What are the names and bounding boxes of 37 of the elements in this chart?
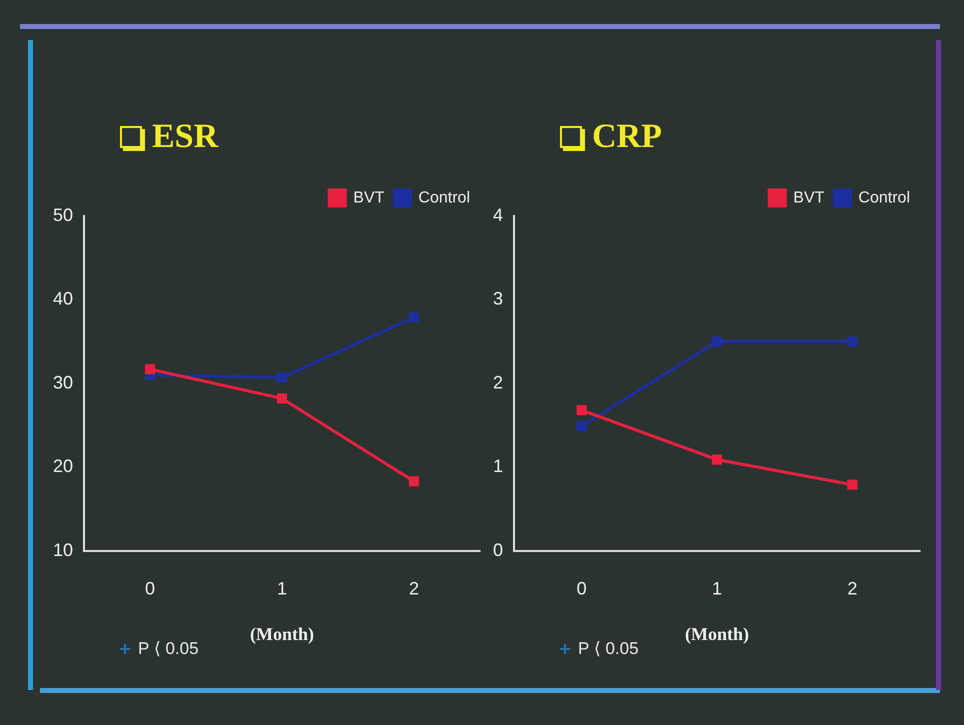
y-tick-label: 10 bbox=[52, 540, 74, 560]
chart-title: ESR bbox=[152, 118, 218, 156]
text: P ⟨ 0.05 bbox=[138, 638, 199, 659]
point bbox=[576, 421, 587, 432]
point bbox=[144, 364, 156, 374]
y-tick-label: 50 bbox=[52, 204, 74, 225]
x-axis-title: (Month) bbox=[685, 624, 750, 644]
legend-label: BVT bbox=[793, 189, 825, 206]
point bbox=[276, 372, 288, 383]
x-tick-label: 0 bbox=[145, 578, 156, 599]
y-tick-label: 1 bbox=[492, 456, 504, 476]
x-tick-label: 1 bbox=[277, 578, 288, 599]
y-tick-label: 40 bbox=[52, 288, 74, 309]
point bbox=[276, 393, 288, 404]
x-tick-label: 0 bbox=[576, 578, 587, 599]
y-tick-label: 0 bbox=[492, 540, 504, 560]
legend-label: BVT bbox=[353, 189, 385, 206]
point bbox=[847, 336, 858, 347]
y-tick-label: 4 bbox=[492, 204, 504, 225]
x-axis-title: (Month) bbox=[250, 624, 314, 644]
legend-label: Control bbox=[418, 189, 470, 206]
y-tick-label: 2 bbox=[492, 372, 504, 392]
point bbox=[712, 336, 722, 347]
text: P ⟨ 0.05 bbox=[578, 638, 639, 659]
y-tick-label: 20 bbox=[52, 456, 74, 476]
point bbox=[712, 454, 722, 465]
x-tick-label: 2 bbox=[847, 578, 858, 599]
y-tick-label: 30 bbox=[52, 372, 74, 392]
x-tick-label: 1 bbox=[712, 578, 722, 599]
point bbox=[408, 476, 420, 486]
y-tick-label: 3 bbox=[492, 288, 504, 309]
legend-label: Control bbox=[858, 189, 910, 206]
x-tick-label: 2 bbox=[408, 578, 420, 599]
chart-title: CRP bbox=[592, 118, 662, 156]
point bbox=[408, 312, 420, 322]
point bbox=[576, 405, 587, 416]
point bbox=[847, 480, 858, 490]
